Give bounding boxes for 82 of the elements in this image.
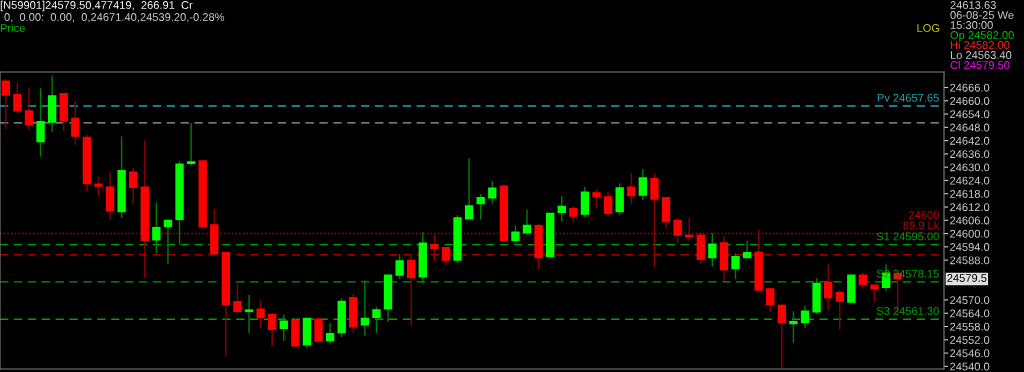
ref-line-label: S2 24578.15: [876, 269, 939, 278]
candlestick: [673, 216, 682, 244]
candlestick: [731, 252, 740, 280]
y-tick-label: 24540.0: [950, 362, 990, 371]
candlestick: [603, 191, 613, 217]
candlestick: [638, 168, 648, 202]
y-tick-label: 24624.0: [950, 176, 990, 185]
candlestick: [233, 282, 242, 315]
y-tick-label: 24660.0: [950, 97, 990, 105]
candlestick: [627, 172, 636, 205]
candlestick: [557, 195, 566, 223]
candlestick: [244, 294, 254, 334]
candlestick: [186, 122, 196, 167]
candlestick: [407, 253, 416, 327]
candlestick: [824, 263, 833, 312]
y-tick-label: 24546.0: [950, 349, 990, 358]
y-tick-label: 24636.0: [950, 150, 990, 159]
candlestick: [742, 240, 752, 259]
text: [N59901]24579.50,477419, 266.91 Cr: [0, 0, 193, 12]
candlestick: [395, 253, 404, 280]
candlestick: [789, 310, 798, 344]
candlestick: [430, 233, 439, 262]
y-tick-label: 24612.0: [950, 203, 990, 212]
text: Op 24582.00: [950, 31, 1014, 42]
text: LOG: [917, 24, 940, 32]
candlestick: [360, 279, 370, 337]
candlestick: [522, 208, 532, 236]
text: 0, 0.00: 0.00, 0,24671.40,24539.20,-0.28%: [4, 13, 225, 23]
y-tick-label: 24654.0: [950, 110, 990, 119]
candlestick: [1, 78, 10, 130]
candlestick: [580, 186, 590, 218]
candlestick: [71, 100, 80, 146]
candlestick: [152, 201, 161, 254]
y-tick-label: 24642.0: [950, 136, 990, 145]
text: Cl 24579.50: [950, 60, 1010, 69]
ref-line-label: Pv 24657.65: [877, 93, 939, 102]
candlestick: [777, 303, 787, 369]
candlestick: [24, 86, 34, 131]
candlestick: [708, 232, 717, 268]
text: Price: [0, 23, 25, 32]
y-tick-label: 24552.0: [950, 336, 990, 344]
ref-line-label: S1 24595.00: [876, 232, 939, 241]
y-tick-label: 24564.0: [950, 309, 990, 318]
candlestick: [835, 289, 844, 331]
y-tick-label: 24558.0: [950, 322, 990, 331]
candlestick: [464, 157, 474, 220]
candlestick: [105, 171, 115, 221]
candlestick: [163, 218, 173, 266]
candlestick: [615, 182, 624, 216]
y-tick-label: 24600.0: [950, 229, 990, 238]
y-tick-label: 24648.0: [950, 123, 990, 132]
candlestick: [314, 316, 323, 343]
candlestick: [766, 287, 775, 313]
candlestick: [325, 322, 335, 345]
y-tick-label: 24618.0: [950, 189, 990, 198]
text: 15:30:00: [950, 21, 993, 29]
candlestick: [129, 167, 138, 206]
text: 24613.63: [950, 1, 996, 9]
y-tick-label: 24594.0: [950, 243, 990, 251]
text: Lo 24563.40: [950, 51, 1012, 59]
candlestick: [592, 188, 601, 209]
candlestick: [36, 87, 45, 158]
y-tick-label: 24666.0: [950, 83, 990, 92]
text: 24579.5: [947, 274, 987, 282]
candlestick: [256, 299, 265, 329]
candlestick: [800, 304, 810, 329]
y-tick-label: 24606.0: [950, 216, 990, 225]
text: 06-08-25 We: [950, 11, 1014, 19]
candlestick: [661, 196, 671, 230]
candlestick: [372, 306, 381, 334]
candlestick: [476, 193, 485, 221]
candlestick: [13, 82, 22, 114]
candlestick: [279, 314, 288, 342]
ref-line-label: 24600 89.9 Lk: [903, 211, 940, 230]
text: Hi 24582.00: [950, 40, 1010, 49]
y-tick-label: 24630.0: [950, 163, 990, 172]
y-tick-label: 24588.0: [950, 256, 990, 265]
candlestick: [268, 312, 277, 348]
candlestick: [94, 175, 103, 198]
candlestick: [650, 172, 659, 269]
y-tick-label: 24570.0: [950, 296, 990, 305]
candlestick: [488, 180, 497, 205]
